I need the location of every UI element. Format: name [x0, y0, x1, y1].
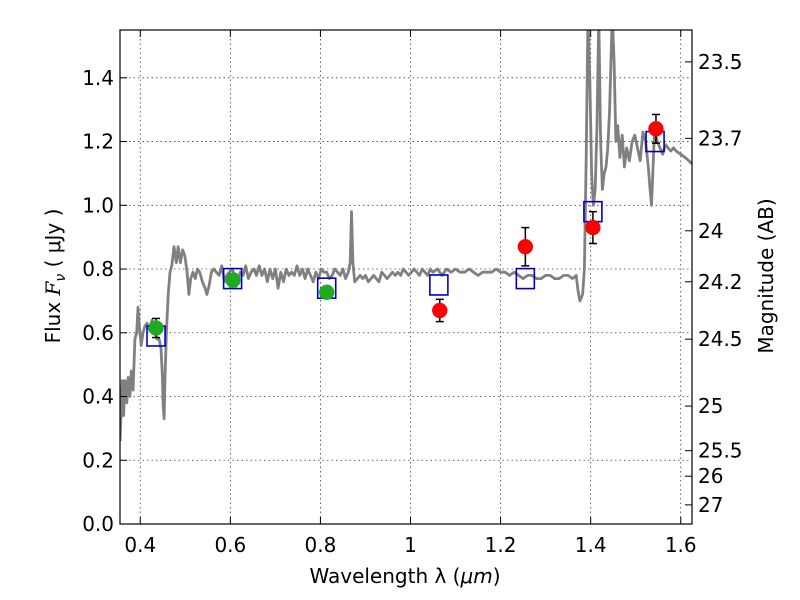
plot-frame	[119, 29, 693, 525]
y-axis-label: Flux Fν ( μJy )	[41, 209, 69, 344]
y2-tick-label: 25	[698, 394, 723, 418]
model-square-marker	[515, 267, 536, 290]
y-tick-label: 1.2	[82, 130, 114, 154]
y-tick-label: 0.8	[82, 257, 114, 281]
y2-tick-label: 27	[698, 493, 723, 517]
photometry-point	[432, 302, 448, 319]
x-tick-label: 0.6	[214, 533, 246, 557]
y-tick-label: 0.6	[82, 321, 114, 345]
y2-tick-label: 24.2	[698, 270, 743, 294]
y2-tick-label: 23.7	[698, 126, 743, 150]
spectrum-layer	[120, 30, 692, 442]
x-tick-label: 0.8	[305, 533, 337, 557]
x-tick-label: 1.4	[575, 533, 607, 557]
y-tick-label: 0.2	[82, 448, 114, 472]
photometry-point	[225, 272, 241, 288]
photometry-point	[648, 121, 664, 137]
y2-tick-label: 24	[698, 219, 723, 243]
y-axis-label-subscript: ν	[53, 274, 69, 282]
x-axis-label-prefix: Wavelength λ (	[309, 564, 460, 588]
x-axis-label-suffix: )	[493, 564, 501, 588]
model-square-marker	[222, 267, 243, 290]
y-axis-label-suffix: ( μJy )	[41, 209, 65, 274]
y2-tick-label: 25.5	[698, 439, 743, 463]
x-tick-label: 0.4	[124, 533, 156, 557]
y-tick-label: 0.4	[82, 385, 114, 409]
x-axis-label-unit: μm	[459, 564, 492, 588]
spectrum-line	[120, 30, 692, 442]
x-tick-label: 1	[404, 533, 417, 557]
x-tick-label: 1.2	[485, 533, 517, 557]
photometry-point	[148, 320, 164, 336]
x-tick-label: 1.6	[665, 533, 697, 557]
y2-axis-label: Magnitude (AB)	[754, 198, 778, 353]
photometry-point	[318, 284, 335, 301]
x-axis-label: Wavelength λ (μm)	[309, 564, 500, 588]
y-axis-label-symbol: F	[41, 280, 65, 296]
photometry-point	[517, 238, 534, 255]
y-tick-label: 1.4	[82, 66, 114, 90]
y-axis-label-prefix: Flux	[41, 295, 65, 343]
grid	[120, 30, 692, 525]
y-tick-label: 0.0	[82, 512, 114, 536]
photometry-point	[585, 219, 601, 236]
y-tick-label: 1.0	[82, 193, 114, 217]
y2-tick-label: 24.5	[698, 327, 743, 351]
ticks-layer: 0.4 0.6 0.8 1 1.2 1.4 1.6 0.0 0.2 0.4 0.6 0.8 1.0 1.2…	[82, 30, 743, 557]
y2-tick-label: 23.5	[698, 50, 743, 74]
points-layer	[146, 113, 665, 347]
model-square-marker	[429, 274, 449, 296]
y2-tick-label: 26	[698, 464, 723, 488]
